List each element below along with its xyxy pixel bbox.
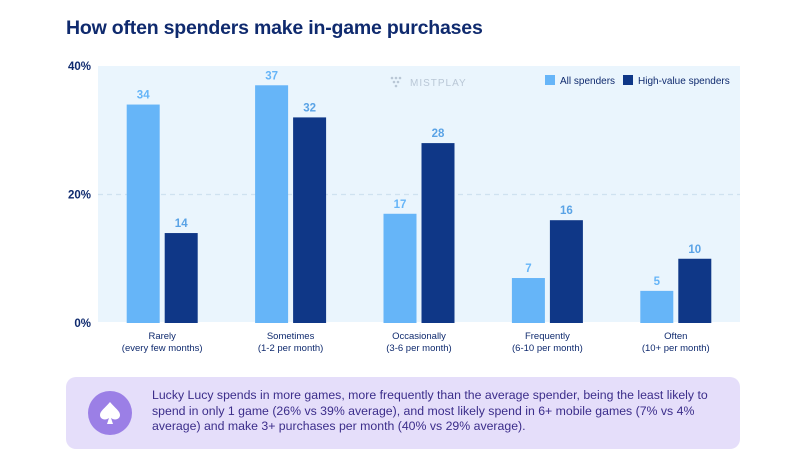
x-tick-label: Sometimes [267,331,315,342]
chart-title: How often spenders make in-game purchase… [66,17,483,39]
x-tick-label: Often [664,331,687,342]
watermark-dot [394,84,398,88]
callout-text: Lucky Lucy spends in more games, more fr… [152,388,708,433]
bar-high-value-spenders [549,220,583,323]
y-tick-label: 0% [74,318,91,330]
bar-high-value-spenders [421,143,455,323]
bar-all-spenders [126,104,160,323]
watermark-dot [396,80,400,84]
data-label: 5 [654,276,661,288]
x-tick-sublabel: (3-6 per month) [386,343,451,354]
bar-high-value-spenders [293,117,327,324]
watermark-dot [392,80,396,84]
x-tick-sublabel: (6-10 per month) [512,343,583,354]
x-tick-label: Frequently [525,331,570,342]
legend-swatch [623,75,633,85]
watermark: MISTPLAY [410,78,467,89]
watermark-dot [394,76,398,80]
bar-high-value-spenders [678,258,712,323]
bar-chart: 0% 20% 40% MISTPLAY All spenders High-value s… [68,61,740,354]
bar-all-spenders [255,85,289,324]
data-label: 10 [688,244,701,256]
data-label: 7 [525,263,531,275]
callout-box: Lucky Lucy spends in more games, more fr… [66,377,740,449]
x-tick-label: Rarely [148,331,176,342]
legend-swatch [545,75,555,85]
watermark-dot [398,76,402,80]
bar-all-spenders [640,290,674,323]
data-label: 28 [432,128,445,140]
legend-label: All spenders [560,76,615,87]
bar-all-spenders [511,278,545,323]
spade-icon [88,391,132,435]
bar-high-value-spenders [164,233,198,323]
x-tick-sublabel: (10+ per month) [642,343,710,354]
data-label: 17 [394,199,407,211]
legend-label: High-value spenders [638,76,730,87]
data-label: 14 [175,218,188,230]
x-tick-sublabel: (every few months) [122,343,203,354]
watermark-dot [390,76,394,80]
x-tick-label: Occasionally [392,331,446,342]
y-tick-label: 40% [68,61,91,73]
x-tick-sublabel: (1-2 per month) [258,343,323,354]
bar-all-spenders [383,213,417,323]
y-tick-label: 20% [68,190,91,202]
data-label: 34 [137,90,150,102]
data-label: 16 [560,205,573,217]
data-label: 37 [265,70,278,82]
data-label: 32 [303,102,316,114]
